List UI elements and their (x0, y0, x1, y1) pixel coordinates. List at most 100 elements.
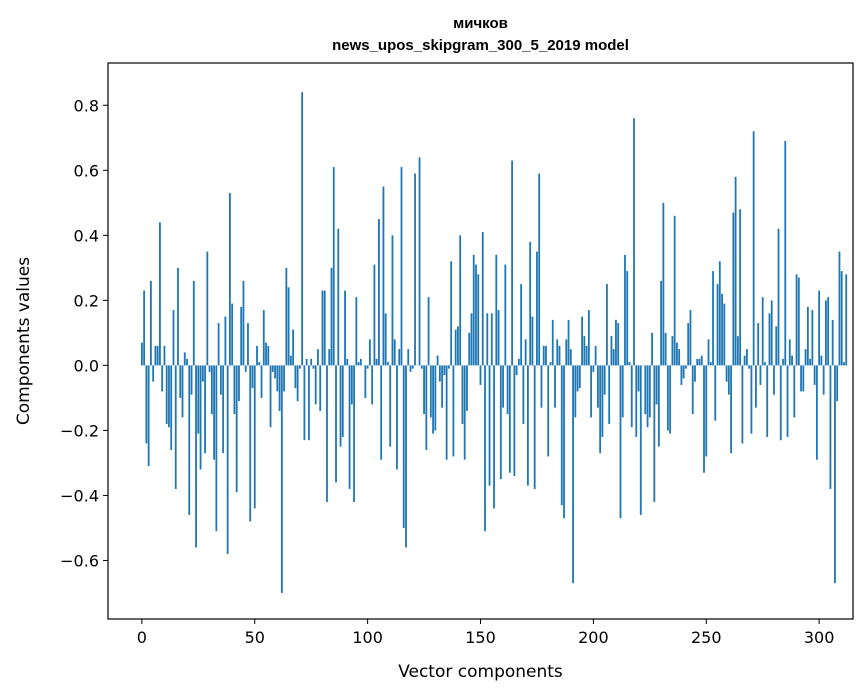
bar-97 (359, 358, 362, 366)
bar-124 (420, 365, 423, 369)
bar-299 (815, 365, 818, 460)
bar-212 (619, 365, 622, 519)
bar-116 (402, 365, 405, 528)
bar-0 (140, 342, 143, 366)
y-axis: −0.6 −0.4 −0.2 0.0 0.2 0.4 0.6 0.8 (60, 96, 108, 570)
bar-233 (666, 365, 669, 431)
x-tick-label: 100 (352, 628, 383, 647)
bar-255 (716, 284, 719, 366)
bar-108 (384, 313, 387, 366)
bar-205 (603, 365, 606, 395)
bar-11 (165, 365, 168, 424)
bar-54 (262, 310, 265, 366)
bar-23 (192, 280, 195, 366)
bar-264 (736, 336, 739, 366)
bar-192 (574, 365, 577, 418)
bar-242 (687, 323, 690, 366)
bar-3 (147, 365, 150, 467)
bar-53 (260, 365, 263, 398)
bar-63 (283, 365, 285, 392)
bar-155 (490, 313, 493, 366)
bar-91 (346, 358, 349, 366)
bar-304 (827, 297, 830, 366)
bar-244 (691, 365, 694, 415)
bar-27 (201, 365, 204, 382)
bar-104 (375, 358, 378, 366)
bar-47 (247, 323, 249, 366)
bar-173 (531, 316, 534, 366)
bar-194 (578, 365, 581, 389)
bar-72 (303, 365, 306, 441)
chart-subtitle: news_upos_skipgram_300_5_2019 model (332, 37, 629, 54)
bar-17 (179, 365, 182, 398)
bar-22 (190, 365, 193, 395)
bar-34 (217, 323, 220, 366)
bar-series (140, 92, 848, 593)
bar-151 (481, 232, 484, 366)
bar-136 (447, 365, 450, 369)
bar-269 (748, 365, 751, 369)
bar-51 (256, 345, 258, 366)
bar-161 (504, 264, 507, 366)
bar-62 (280, 365, 283, 593)
bar-89 (341, 365, 344, 437)
bar-42 (235, 365, 238, 493)
bar-134 (443, 365, 446, 376)
bar-13 (170, 365, 173, 450)
bar-288 (791, 355, 793, 366)
bar-252 (709, 362, 712, 366)
bar-111 (391, 235, 394, 366)
bar-190 (569, 349, 572, 366)
bar-282 (777, 228, 780, 366)
bar-310 (840, 271, 843, 366)
bar-123 (418, 157, 421, 366)
bar-274 (759, 365, 762, 385)
bar-291 (797, 277, 800, 366)
bar-297 (811, 310, 814, 366)
bar-139 (454, 329, 457, 366)
bar-148 (475, 264, 477, 366)
bar-174 (533, 365, 536, 489)
chart-title: мичков (453, 15, 508, 32)
bar-171 (527, 365, 529, 486)
bar-40 (231, 303, 234, 366)
bar-183 (554, 365, 556, 408)
bar-73 (305, 358, 308, 366)
bar-150 (479, 365, 482, 385)
bar-78 (317, 349, 319, 366)
x-tick-label: 150 (465, 628, 496, 647)
bar-1 (143, 290, 146, 366)
y-tick-label: 0.8 (74, 96, 99, 115)
bar-216 (628, 362, 631, 366)
bar-20 (186, 358, 188, 366)
bar-263 (734, 176, 737, 366)
bar-184 (556, 339, 559, 366)
bar-237 (676, 342, 678, 366)
bar-188 (565, 339, 568, 366)
bar-56 (267, 345, 270, 366)
bar-149 (477, 274, 480, 366)
bar-127 (427, 297, 430, 366)
bar-59 (274, 365, 276, 379)
bar-99 (364, 365, 367, 398)
bar-302 (822, 365, 825, 395)
bar-29 (206, 251, 209, 366)
bar-207 (608, 365, 611, 424)
bar-69 (296, 365, 299, 402)
bar-55 (265, 342, 267, 366)
bar-261 (730, 365, 732, 454)
bar-60 (276, 365, 279, 392)
bar-121 (414, 173, 416, 366)
bar-18 (181, 365, 184, 418)
bar-213 (621, 365, 624, 418)
bar-71 (301, 92, 304, 366)
bar-145 (468, 332, 471, 366)
bar-220 (637, 365, 640, 392)
bar-163 (508, 365, 511, 473)
bar-50 (253, 365, 256, 509)
y-tick-label: 0.2 (74, 291, 99, 310)
bar-49 (251, 365, 254, 389)
bar-176 (538, 173, 541, 366)
bar-107 (382, 186, 385, 366)
bar-256 (718, 261, 721, 366)
